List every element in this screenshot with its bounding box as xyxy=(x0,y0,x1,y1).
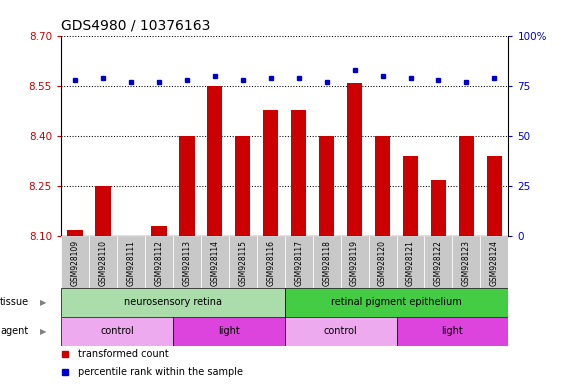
Text: GSM928120: GSM928120 xyxy=(378,240,387,286)
Text: GSM928118: GSM928118 xyxy=(322,240,331,286)
Bar xyxy=(480,236,508,288)
Bar xyxy=(431,180,446,236)
Bar xyxy=(403,156,418,236)
Text: neurosensory retina: neurosensory retina xyxy=(124,297,222,308)
Bar xyxy=(229,236,257,288)
Bar xyxy=(61,317,173,346)
Text: GSM928110: GSM928110 xyxy=(98,240,107,286)
Bar xyxy=(375,136,390,236)
Text: GSM928112: GSM928112 xyxy=(155,240,163,286)
Bar xyxy=(291,110,306,236)
Text: control: control xyxy=(324,326,357,336)
Bar xyxy=(201,236,229,288)
Text: GSM928114: GSM928114 xyxy=(210,240,219,286)
Text: transformed count: transformed count xyxy=(78,349,168,359)
Text: agent: agent xyxy=(0,326,28,336)
Bar xyxy=(67,230,83,236)
Text: GSM928121: GSM928121 xyxy=(406,240,415,286)
Text: GSM928115: GSM928115 xyxy=(238,240,248,286)
Bar xyxy=(347,83,363,236)
Text: GSM928119: GSM928119 xyxy=(350,240,359,286)
Text: GSM928109: GSM928109 xyxy=(70,240,80,286)
Text: tissue: tissue xyxy=(0,297,29,308)
Bar xyxy=(263,110,278,236)
Bar xyxy=(397,317,508,346)
Bar xyxy=(459,136,474,236)
Bar xyxy=(313,236,340,288)
Bar xyxy=(117,236,145,288)
Bar xyxy=(145,236,173,288)
Text: GSM928124: GSM928124 xyxy=(490,240,499,286)
Bar xyxy=(179,136,195,236)
Bar xyxy=(151,226,167,236)
Bar xyxy=(368,236,396,288)
Bar xyxy=(340,236,368,288)
Bar xyxy=(89,236,117,288)
Text: GSM928116: GSM928116 xyxy=(266,240,275,286)
Bar xyxy=(257,236,285,288)
Bar xyxy=(397,236,425,288)
Text: percentile rank within the sample: percentile rank within the sample xyxy=(78,367,243,377)
Bar xyxy=(95,186,110,236)
Bar xyxy=(285,236,313,288)
Text: GSM928113: GSM928113 xyxy=(182,240,191,286)
Bar xyxy=(61,236,89,288)
Bar xyxy=(173,236,201,288)
Bar xyxy=(285,288,508,317)
Bar xyxy=(207,86,223,236)
Text: GDS4980 / 10376163: GDS4980 / 10376163 xyxy=(61,19,210,33)
Text: retinal pigment epithelium: retinal pigment epithelium xyxy=(331,297,462,308)
Bar xyxy=(453,236,480,288)
Text: light: light xyxy=(218,326,239,336)
Text: control: control xyxy=(100,326,134,336)
Bar xyxy=(285,317,397,346)
Text: light: light xyxy=(442,326,463,336)
Bar xyxy=(235,136,250,236)
Bar xyxy=(173,317,285,346)
Bar xyxy=(487,156,502,236)
Bar xyxy=(425,236,453,288)
Text: ▶: ▶ xyxy=(40,298,46,307)
Text: GSM928123: GSM928123 xyxy=(462,240,471,286)
Text: GSM928111: GSM928111 xyxy=(127,240,135,286)
Text: GSM928117: GSM928117 xyxy=(294,240,303,286)
Bar xyxy=(61,288,285,317)
Text: ▶: ▶ xyxy=(40,327,46,336)
Bar xyxy=(319,136,334,236)
Text: GSM928122: GSM928122 xyxy=(434,240,443,286)
